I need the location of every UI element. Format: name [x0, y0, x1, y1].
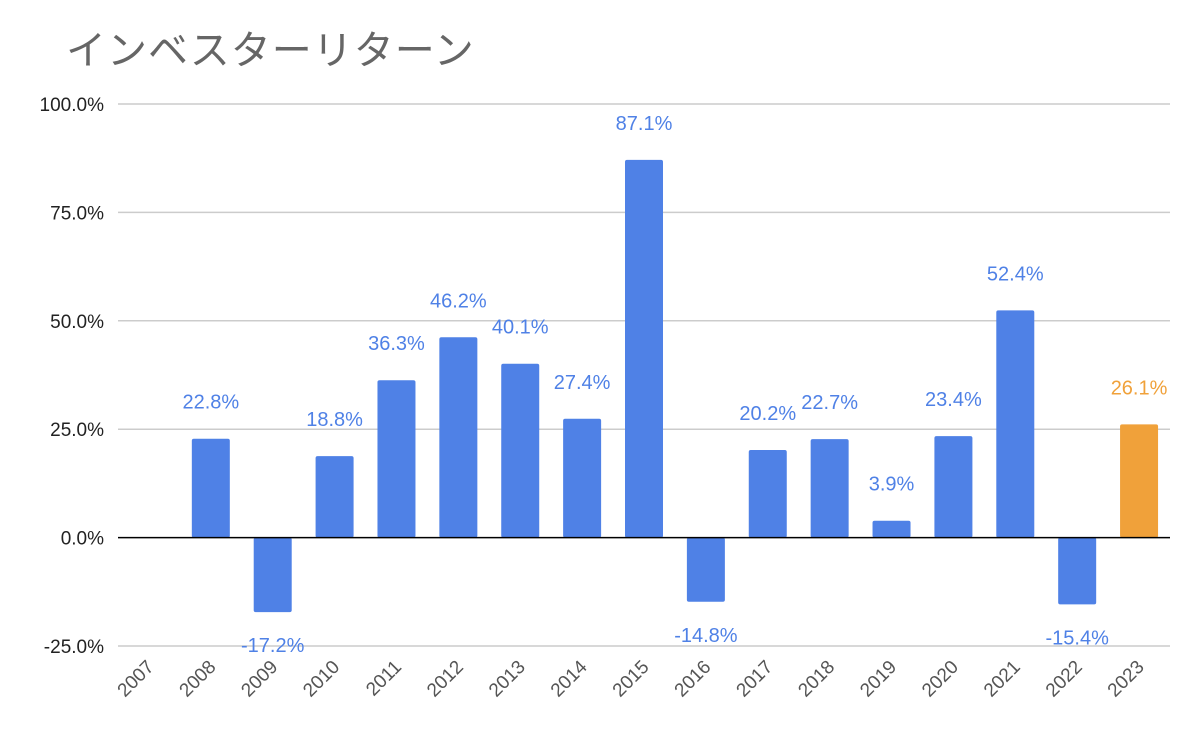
y-axis-ticks: -25.0% 0.0% 25.0% 50.0% 75.0% 100.0%	[40, 95, 105, 658]
y-tick-label: -25.0%	[44, 637, 104, 658]
bar-2016	[686, 537, 725, 602]
data-label-2017: 20.2%	[739, 403, 796, 425]
bar-2020	[934, 436, 973, 538]
data-label-2008: 22.8%	[182, 392, 239, 414]
x-tick-label-2014: 2014	[547, 656, 592, 701]
x-tick-label-2012: 2012	[423, 657, 468, 702]
y-tick-label: 25.0%	[50, 420, 104, 441]
y-tick-label: 100.0%	[40, 95, 105, 116]
data-label-2013: 40.1%	[492, 317, 549, 339]
bar-2011	[377, 380, 416, 538]
x-tick-label-2023: 2023	[1104, 657, 1149, 702]
bar-2022	[1058, 537, 1097, 605]
x-axis-ticks: 2007 2008 2009 2010 2011 2012 2013 2014 2015 2016…	[114, 656, 1149, 701]
bar-2017	[748, 450, 787, 538]
chart-title: インベスターリターン	[66, 28, 475, 74]
data-label-2016: -14.8%	[674, 625, 738, 647]
x-tick-label-2022: 2022	[1042, 657, 1087, 702]
x-tick-label-2015: 2015	[609, 657, 654, 702]
data-labels: 22.8% -17.2% 18.8% 36.3%46.2%40.1% 27.4% 87.1…	[182, 113, 1167, 657]
bar-2009	[253, 537, 292, 613]
x-tick-label-2013: 2013	[485, 657, 530, 702]
x-tick-label-2021: 2021	[980, 657, 1025, 702]
data-label-2019: 3.9%	[869, 474, 915, 496]
data-label-2010: 18.8%	[306, 409, 363, 431]
bar-2019	[872, 520, 911, 538]
bar-2014	[563, 418, 602, 538]
data-label-2012: 46.2%	[430, 290, 487, 312]
bar-2012	[439, 337, 478, 538]
y-tick-label: 75.0%	[50, 203, 104, 224]
x-tick-label-2018: 2018	[794, 657, 839, 702]
x-tick-label-2017: 2017	[733, 657, 778, 702]
bar-2018	[810, 439, 849, 538]
data-label-2009: -17.2%	[241, 635, 305, 657]
data-label-2022: -15.4%	[1045, 627, 1109, 649]
y-tick-label: 0.0%	[61, 529, 104, 550]
x-tick-label-2011: 2011	[362, 657, 406, 701]
bar-2023	[1120, 424, 1159, 538]
bar-2010	[315, 456, 354, 538]
data-label-2023: 26.1%	[1111, 377, 1168, 399]
data-label-2018: 22.7%	[801, 392, 858, 414]
bars	[191, 159, 1159, 613]
x-tick-label-2020: 2020	[918, 657, 963, 702]
bar-2015	[625, 159, 663, 538]
y-tick-label: 50.0%	[50, 312, 104, 333]
x-tick-label-2009: 2009	[237, 657, 282, 702]
bar-2013	[501, 363, 540, 538]
x-tick-label-2019: 2019	[856, 657, 901, 702]
x-tick-label-2010: 2010	[299, 657, 344, 702]
bar-2021	[996, 310, 1035, 538]
x-tick-label-2008: 2008	[176, 657, 221, 702]
x-tick-label-2016: 2016	[671, 657, 716, 702]
x-tick-label-2007: 2007	[114, 657, 159, 702]
data-label-2015: 87.1%	[616, 113, 673, 135]
bar-2008	[191, 438, 230, 538]
data-label-2014: 27.4%	[554, 372, 611, 394]
data-label-2011: 36.3%	[368, 333, 425, 355]
data-label-2020: 23.4%	[925, 389, 982, 411]
data-label-2021: 52.4%	[987, 263, 1044, 285]
